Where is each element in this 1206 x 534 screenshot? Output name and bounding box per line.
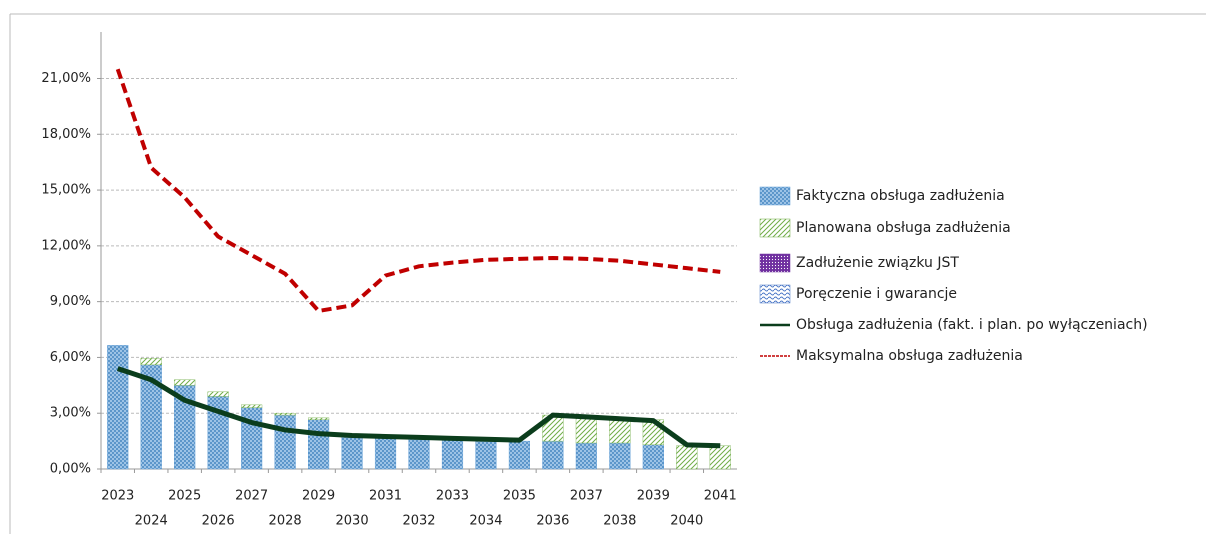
x-tick-label: 2030 <box>336 514 369 529</box>
y-tick-label: 6,00% <box>50 350 91 365</box>
x-tick-label: 2031 <box>369 489 402 504</box>
x-tick-label: 2040 <box>670 514 703 529</box>
x-tick-label: 2029 <box>302 489 335 504</box>
bar-segment <box>374 437 397 470</box>
bar-segment <box>140 358 162 366</box>
bar-segment <box>174 379 196 386</box>
x-tick-label: 2039 <box>637 489 670 504</box>
y-tick-label: 9,00% <box>50 294 91 309</box>
y-tick-label: 21,00% <box>41 71 91 86</box>
bar-segment <box>508 440 530 470</box>
x-tick-label: 2026 <box>202 514 235 529</box>
legend-swatch <box>759 284 791 304</box>
x-tick-label: 2038 <box>603 514 636 529</box>
bar-segment <box>475 439 497 470</box>
x-tick-label: 2036 <box>536 514 569 529</box>
bar-segment <box>308 419 330 470</box>
x-tick-label: 2037 <box>570 489 603 504</box>
x-tick-label: 2028 <box>269 514 302 529</box>
x-tick-label: 2032 <box>402 514 435 529</box>
y-tick-label: 0,00% <box>50 462 91 477</box>
legend-swatch <box>759 253 791 273</box>
bar-segment <box>241 407 263 470</box>
bar-segment <box>709 445 731 470</box>
y-tick-label: 3,00% <box>50 406 91 421</box>
bar-segment <box>274 413 296 416</box>
legend-label: Faktyczna obsługa zadłużenia <box>796 188 1005 204</box>
bar-segment <box>207 391 229 397</box>
line-series <box>115 68 721 313</box>
bar-segment <box>408 438 430 470</box>
bar-segment <box>274 414 296 470</box>
y-tick-label: 12,00% <box>41 238 91 253</box>
bar-segment <box>341 436 363 470</box>
legend-swatch <box>759 218 791 238</box>
bar-segment <box>609 442 631 470</box>
x-tick-label: 2034 <box>469 514 502 529</box>
legend-swatch <box>759 186 791 206</box>
bar-segment <box>575 415 597 444</box>
y-tick-label: 18,00% <box>41 127 91 142</box>
legend-label: Obsługa zadłużenia (fakt. i plan. po wył… <box>796 317 1148 333</box>
x-tick-label: 2041 <box>704 489 737 504</box>
bar-segment <box>542 440 564 470</box>
x-tick-label: 2024 <box>135 514 168 529</box>
bar-segment <box>441 439 464 470</box>
bar-segment <box>241 404 263 408</box>
line-series <box>116 366 721 449</box>
legend-label: Zadłużenie związku JST <box>796 255 959 271</box>
legend-label: Poręczenie i gwarancje <box>796 286 957 302</box>
bar-segment <box>676 445 698 470</box>
bar-segment <box>575 442 597 470</box>
bar-segment <box>642 444 664 470</box>
bar-segment <box>308 417 330 420</box>
x-tick-label: 2027 <box>235 489 268 504</box>
x-tick-label: 2025 <box>168 489 201 504</box>
legend-label: Maksymalna obsługa zadłużenia <box>796 348 1023 364</box>
bar-segment <box>107 345 129 470</box>
legend-label: Planowana obsługa zadłużenia <box>796 220 1011 236</box>
x-tick-label: 2035 <box>503 489 536 504</box>
x-tick-label: 2023 <box>101 489 134 504</box>
y-tick-label: 15,00% <box>41 183 91 198</box>
x-tick-label: 2033 <box>436 489 469 504</box>
